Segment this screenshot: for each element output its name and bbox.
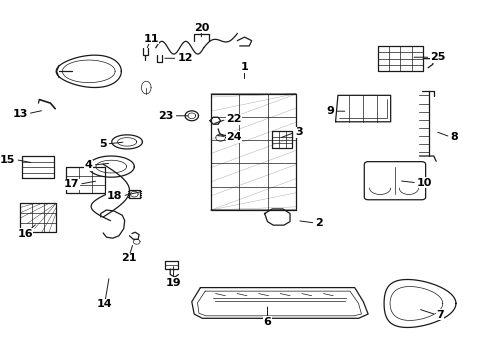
Text: 21: 21 xyxy=(121,253,136,263)
Text: 24: 24 xyxy=(226,132,242,142)
Text: 2: 2 xyxy=(315,218,323,228)
Text: 10: 10 xyxy=(416,178,431,188)
Text: 12: 12 xyxy=(177,53,192,63)
Text: 3: 3 xyxy=(294,127,302,138)
Text: 14: 14 xyxy=(97,299,112,309)
Text: 25: 25 xyxy=(429,52,445,62)
Text: 23: 23 xyxy=(158,111,173,121)
Text: 5: 5 xyxy=(99,139,106,149)
Text: 16: 16 xyxy=(17,229,33,239)
Text: 19: 19 xyxy=(165,278,181,288)
Text: 4: 4 xyxy=(84,160,92,170)
Text: 20: 20 xyxy=(193,23,209,33)
Text: 1: 1 xyxy=(240,62,248,72)
Text: 8: 8 xyxy=(449,132,457,142)
Text: 22: 22 xyxy=(226,114,241,124)
Text: 15: 15 xyxy=(0,154,16,165)
Text: 18: 18 xyxy=(106,191,122,201)
Text: 6: 6 xyxy=(263,317,271,327)
Text: 11: 11 xyxy=(143,34,159,44)
Text: 9: 9 xyxy=(326,106,334,116)
Text: 17: 17 xyxy=(63,179,79,189)
Text: 13: 13 xyxy=(13,109,28,119)
Text: 7: 7 xyxy=(435,310,443,320)
